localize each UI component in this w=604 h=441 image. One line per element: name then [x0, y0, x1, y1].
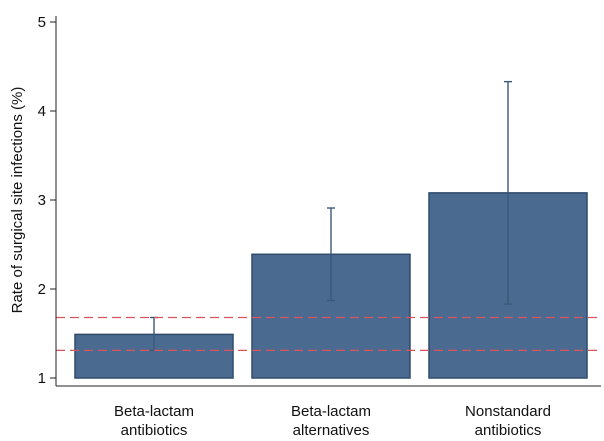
- y-tick-label: 1: [38, 370, 46, 387]
- x-category-label: Beta-lactam antibiotics: [114, 403, 194, 439]
- x-category-label-line: Beta-lactam: [291, 403, 371, 420]
- x-category-label: Beta-lactam alternatives: [291, 403, 371, 439]
- x-category-label-line: Nonstandard: [465, 403, 551, 420]
- y-tick-label: 4: [38, 103, 46, 120]
- error-bars: [150, 80, 512, 352]
- y-axis-title: Rate of surgical site infections (%): [9, 87, 26, 314]
- x-category-label-line: antibiotics: [475, 422, 542, 439]
- y-tick-label: 2: [38, 281, 46, 298]
- y-tick-label: 3: [38, 192, 46, 209]
- x-category-label-line: Beta-lactam: [114, 403, 194, 420]
- y-axis-ticks: 1 2 3 4 5: [38, 14, 56, 387]
- x-category-label-line: antibiotics: [121, 422, 188, 439]
- x-category-label: Nonstandard antibiotics: [465, 403, 551, 439]
- x-category-label-line: alternatives: [293, 422, 370, 439]
- x-axis-category-labels: Beta-lactam antibiotics Beta-lactam alterna…: [114, 403, 551, 439]
- reference-lines: [56, 316, 601, 352]
- y-tick-label: 5: [38, 14, 46, 31]
- bar: [251, 253, 411, 379]
